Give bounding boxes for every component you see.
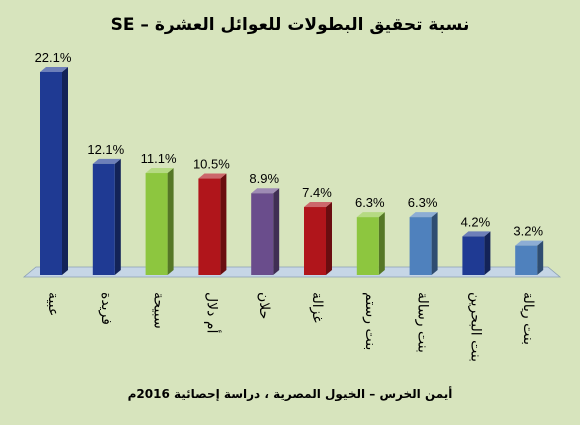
category-label: بنت رستم (362, 292, 378, 350)
bar-front (409, 217, 432, 275)
bar-front (40, 72, 62, 275)
bar-9 (462, 231, 491, 275)
bar-side (378, 212, 385, 275)
bar-1 (40, 67, 68, 275)
bar-front (92, 163, 115, 275)
bar-front (356, 217, 379, 275)
bar-side (484, 231, 491, 275)
bar-6 (304, 202, 332, 275)
category-label: بنت ريالة (520, 292, 536, 345)
value-label: 3.2% (513, 224, 543, 239)
value-label: 6.3% (355, 195, 385, 210)
bar-side (431, 212, 438, 275)
bars-group (40, 67, 544, 275)
bar-side (62, 67, 68, 275)
value-label: 4.2% (461, 214, 491, 229)
bar-side (326, 202, 332, 275)
bar-8 (409, 212, 438, 275)
bar-5 (251, 188, 280, 275)
category-label: بنت البحرين (467, 292, 483, 362)
chart-title: نسبة تحقيق البطولات للعوائل العشرة – SE (111, 15, 470, 35)
category-label: عبية (45, 292, 61, 316)
bar-top (40, 67, 68, 72)
bar-4 (198, 173, 227, 275)
value-labels-group: 22.1% 12.1% 11.1% 10.5% 8.9% 7.4% 6.3% 6.3% 4.2%… (35, 50, 544, 239)
value-label: 6.3% (408, 195, 438, 210)
bar-side (220, 173, 227, 275)
bar-10 (515, 240, 544, 275)
bar-3 (145, 168, 174, 275)
value-label: 11.1% (141, 151, 177, 166)
bar-front (198, 178, 221, 275)
bar-top (515, 240, 544, 246)
bar-top (304, 202, 332, 208)
bar-front (515, 245, 538, 275)
value-label: 8.9% (249, 171, 279, 186)
bar-front (251, 193, 274, 275)
value-label: 7.4% (302, 185, 332, 200)
category-label: بنت رسالة (415, 292, 431, 353)
bar-side (273, 188, 280, 275)
bar-top (92, 158, 121, 164)
bar-side (167, 168, 174, 275)
bar-top (198, 173, 227, 179)
category-label: حلان (256, 292, 272, 319)
category-labels-group: عبية فريدة سبيحة أم دلال حلان غزالة بنت رستم بن… (45, 292, 536, 362)
value-label: 12.1% (87, 142, 124, 157)
bar-side (114, 158, 121, 275)
bar-top (409, 212, 438, 218)
category-label: غزالة (309, 292, 325, 323)
bar-top (462, 231, 491, 237)
bar-front (462, 236, 485, 275)
bar-top (251, 188, 280, 194)
bar-front (145, 173, 168, 275)
value-label: 22.1% (35, 50, 72, 65)
category-label: فريدة (98, 292, 114, 325)
bar-top (356, 212, 385, 218)
category-label: أم دلال (203, 292, 221, 334)
bar-front (304, 207, 326, 275)
category-label: سبيحة (151, 292, 167, 329)
bar-side (537, 240, 544, 275)
bar-top (145, 168, 174, 174)
bar-2 (92, 158, 121, 275)
bar-7 (356, 212, 385, 275)
source-note: أيمن الخرس – الخيول المصرية ، دراسة إحصا… (128, 386, 453, 402)
value-label: 10.5% (193, 157, 230, 172)
